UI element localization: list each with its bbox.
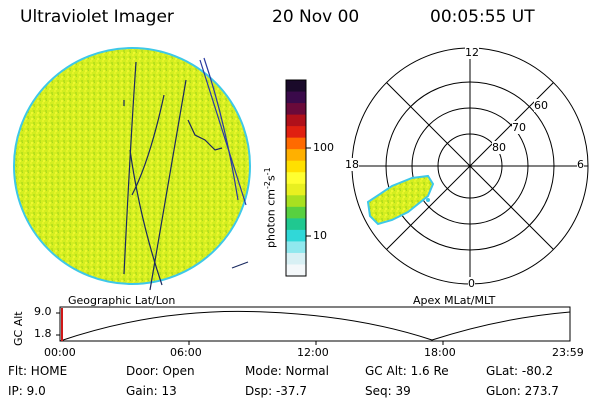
caption-geographic: Geographic Lat/Lon (68, 294, 176, 307)
time-tick-1800: 18:00 (424, 346, 456, 359)
mlt-label-0: 0 (468, 277, 475, 290)
mlt-label-12: 12 (465, 46, 479, 59)
colorbar-band (286, 229, 306, 242)
status-glat: GLat: -80.2 (486, 364, 553, 378)
status-mode: Mode: Normal (245, 364, 329, 378)
instrument-title: Ultraviolet Imager (20, 7, 174, 27)
caption-apex: Apex MLat/MLT (413, 294, 496, 307)
colorbar-band (286, 137, 306, 150)
colorbar-tick-100: 100 (313, 141, 334, 154)
status-flight: Flt: HOME (8, 364, 68, 378)
colorbar-band (286, 126, 306, 139)
lat-label-80: 80 (492, 141, 506, 154)
colorbar-band (286, 252, 306, 265)
altitude-ytick-9: 9.0 (34, 305, 52, 318)
colorbar-band (286, 160, 306, 173)
status-gain: Gain: 13 (126, 384, 177, 398)
colorbar-band (286, 183, 306, 196)
colorbar-band (286, 149, 306, 162)
status-ip: IP: 9.0 (8, 384, 46, 398)
status-door: Door: Open (126, 364, 195, 378)
observation-time: 00:05:55 UT (430, 7, 535, 27)
mlt-label-6: 6 (577, 158, 584, 171)
colorbar-band (286, 91, 306, 104)
colorbar-tick-10: 10 (313, 229, 327, 242)
coastline-lines (123, 57, 249, 291)
time-tick-0000: 00:00 (44, 346, 76, 359)
mlt-label-18: 18 (345, 158, 359, 171)
aurora-patch (366, 174, 435, 226)
colorbar-band (286, 264, 306, 277)
status-dsp: Dsp: -37.7 (245, 384, 308, 398)
colorbar-band (286, 80, 306, 93)
colorbar-band (286, 114, 306, 127)
lat-label-60: 60 (534, 99, 548, 112)
time-tick-1200: 12:00 (297, 346, 329, 359)
altitude-ytick-1-8: 1.8 (34, 327, 52, 340)
colorbar-band (286, 172, 306, 185)
time-tick-0600: 06:00 (170, 346, 202, 359)
colorbar-band (286, 195, 306, 208)
altitude-curve (59, 310, 571, 342)
lat-label-70: 70 (512, 121, 526, 134)
time-tick-2359: 23:59 (552, 346, 584, 359)
status-gc-alt: GC Alt: 1.6 Re (365, 364, 449, 378)
colorbar-band (286, 241, 306, 254)
observation-date: 20 Nov 00 (272, 7, 360, 27)
altitude-ylabel: GC Alt (12, 311, 25, 346)
status-seq: Seq: 39 (365, 384, 411, 398)
status-glon: GLon: 273.7 (486, 384, 559, 398)
colorbar-band (286, 218, 306, 231)
colorbar-band (286, 206, 306, 219)
colorbar-band (286, 103, 306, 116)
